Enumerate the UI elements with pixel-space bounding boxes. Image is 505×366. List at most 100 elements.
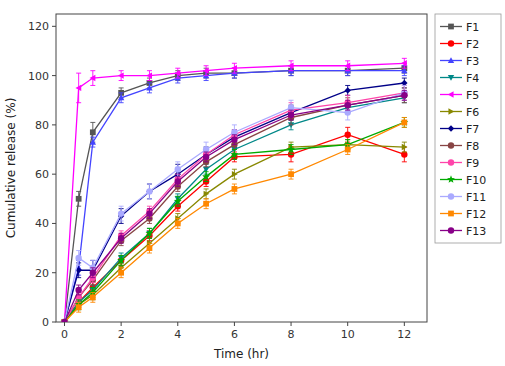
y-tick-label: 80 [35, 119, 49, 132]
error-bar [232, 135, 237, 145]
error-bar [345, 95, 350, 110]
marker [61, 319, 67, 322]
error-bar [204, 199, 209, 209]
legend-item: F5 [440, 89, 479, 102]
error-bar [90, 71, 95, 86]
error-bar [119, 206, 124, 221]
error-bar [76, 251, 81, 266]
legend-marker [448, 211, 454, 217]
y-axis-label: Cumulative release (%) [4, 98, 18, 239]
x-tick [234, 322, 235, 326]
marker [90, 75, 96, 81]
x-tick [347, 322, 348, 326]
marker [204, 191, 210, 197]
legend-label: F8 [466, 140, 479, 153]
legend-marker [448, 57, 454, 63]
marker [401, 120, 407, 126]
marker [202, 172, 210, 180]
error-bar [345, 98, 350, 113]
marker [175, 166, 181, 172]
error-bar [204, 66, 209, 76]
error-bar [119, 71, 124, 81]
y-tick-label: 0 [42, 316, 49, 329]
marker [62, 319, 68, 322]
error-bar [289, 169, 294, 179]
marker [90, 129, 96, 135]
marker [288, 171, 294, 177]
marker [146, 188, 152, 194]
x-tick [404, 322, 405, 326]
marker [61, 319, 67, 322]
error-bar [402, 90, 407, 100]
y-tick-label: 60 [35, 168, 49, 181]
error-bar [76, 73, 81, 103]
legend-item: F4 [440, 72, 479, 85]
error-bar [204, 152, 209, 162]
x-tick-label: 10 [341, 328, 355, 341]
legend-marker [448, 108, 454, 114]
marker [75, 85, 81, 91]
series [62, 117, 408, 322]
series-line [65, 122, 405, 322]
y-tick [52, 26, 56, 27]
error-bar [147, 206, 152, 216]
marker [230, 150, 238, 158]
x-tick-label: 2 [118, 328, 125, 341]
legend-marker [448, 125, 454, 131]
marker [231, 65, 237, 71]
error-bar [175, 219, 180, 229]
error-bar [345, 100, 350, 110]
error-bar [147, 184, 152, 199]
error-bar [90, 137, 95, 147]
error-bar [119, 231, 124, 241]
marker [146, 85, 152, 91]
marker [345, 63, 351, 69]
series [61, 85, 407, 322]
marker [288, 63, 294, 69]
legend-item: F1 [440, 21, 479, 34]
marker [61, 319, 67, 322]
marker [75, 287, 81, 293]
series-line [65, 135, 405, 322]
y-tick-label: 20 [35, 267, 49, 280]
series [61, 127, 407, 322]
marker [231, 136, 237, 142]
error-bar [289, 61, 294, 71]
y-tick-label: 120 [28, 20, 49, 33]
error-bar [119, 236, 124, 246]
error-bar [232, 63, 237, 73]
legend-label: F10 [466, 174, 486, 187]
series-line [65, 83, 405, 322]
legend-marker [448, 227, 454, 233]
error-bar [119, 93, 124, 103]
marker [90, 270, 96, 276]
series-line [65, 145, 405, 322]
marker [401, 92, 407, 98]
legend: F1F2F3F4F5F6F7F8F9F10F11F12F13 [435, 14, 501, 243]
legend-item: F3 [440, 55, 479, 68]
series [61, 85, 407, 322]
legend-marker [448, 75, 454, 81]
y-tick-label: 40 [35, 217, 49, 230]
marker [76, 196, 82, 202]
marker [146, 188, 152, 194]
error-bar [204, 147, 209, 162]
marker [90, 139, 96, 145]
legend-item: F6 [440, 106, 479, 119]
error-bar [232, 169, 237, 179]
error-bar [345, 85, 350, 95]
y-tick [52, 124, 56, 125]
marker [118, 72, 124, 78]
error-bar [147, 83, 152, 93]
error-bar [76, 285, 81, 295]
marker [345, 102, 351, 108]
marker [62, 319, 68, 322]
series [61, 117, 409, 322]
legend-label: F12 [466, 208, 486, 221]
error-bar [345, 145, 350, 155]
series [62, 63, 408, 322]
x-tick [121, 322, 122, 326]
marker [61, 319, 67, 322]
marker [288, 112, 294, 118]
legend-marker [448, 159, 454, 165]
